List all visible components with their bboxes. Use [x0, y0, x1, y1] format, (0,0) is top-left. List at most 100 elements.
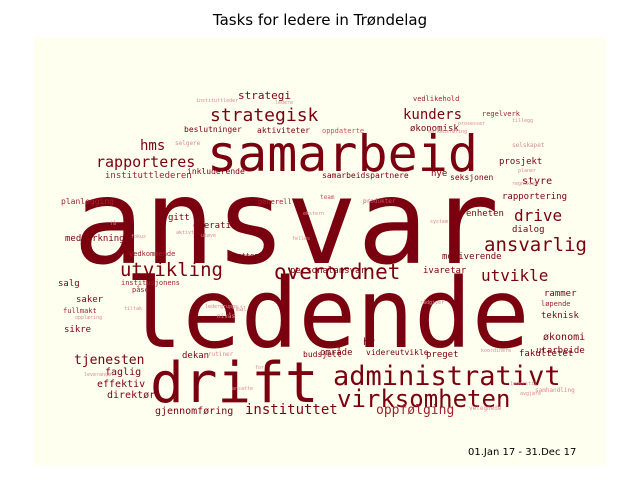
cloud-word-42: utarbeide — [536, 346, 585, 356]
cloud-word-96: instituttleder — [196, 98, 238, 104]
cloud-word-38: direktør — [107, 390, 155, 401]
cloud-word-43: rammer — [544, 289, 577, 299]
cloud-word-28: samarbeidspartnere — [322, 171, 409, 180]
cloud-word-98: selgere — [175, 140, 201, 147]
cloud-word-80: fokus — [131, 234, 146, 240]
cloud-word-74: team — [320, 194, 335, 201]
cloud-word-0: ansvar — [73, 153, 499, 291]
cloud-word-75: ekstern — [303, 211, 324, 217]
cloud-word-73: produkter — [363, 198, 396, 205]
cloud-word-76: system — [430, 219, 448, 225]
cloud-word-1: ledende — [125, 258, 530, 370]
cloud-word-13: hms — [140, 138, 165, 154]
cloud-word-66: regelverk — [482, 110, 521, 118]
cloud-word-46: dekan — [182, 351, 209, 361]
cloud-word-82: mål — [236, 306, 247, 313]
cloud-word-9: ansvarlig — [484, 234, 587, 256]
cloud-word-65: vedlikehold — [413, 95, 459, 103]
cloud-word-64: påse — [132, 285, 149, 294]
cloud-word-67: tillegg — [512, 118, 533, 124]
cloud-word-68: prosesser — [458, 121, 485, 127]
cloud-word-44: løpende — [541, 300, 571, 308]
cloud-word-94: for — [255, 365, 264, 371]
cloud-word-15: instituttet — [245, 402, 338, 418]
cloud-word-45: fakultetet — [519, 349, 573, 359]
cloud-word-88: koordinere — [481, 348, 511, 354]
cloud-word-69: markedsføring — [428, 129, 467, 135]
cloud-word-31: inkluderende — [187, 167, 245, 176]
cloud-word-63: institusjonens — [121, 279, 180, 287]
cloud-word-78: aktivt — [176, 230, 194, 236]
cloud-word-60: sikre — [64, 325, 91, 335]
cloud-word-77: felles — [292, 236, 310, 242]
cloud-word-79: utøve — [201, 233, 216, 239]
cloud-word-84: tiltak — [124, 306, 142, 312]
cloud-word-34: aktiviteter — [257, 126, 310, 135]
cloud-word-26: ivaretar — [423, 266, 467, 276]
cloud-word-72: regnskap — [512, 181, 536, 187]
cloud-word-33: beslutninger — [184, 125, 242, 134]
cloud-word-5: virksomheten — [337, 385, 510, 413]
cloud-word-85: rutiner — [208, 351, 234, 358]
chart-title: Tasks for ledere in Trøndelag — [212, 11, 428, 29]
cloud-word-39: faglig — [105, 367, 141, 378]
cloud-word-54: operativ — [193, 221, 236, 231]
cloud-word-21: styre — [522, 176, 552, 187]
date-range-label: 01.Jan 17 - 31.Dec 17 — [468, 447, 577, 458]
cloud-word-10: utvikle — [481, 266, 548, 285]
cloud-word-36: gjennomføring — [155, 406, 233, 417]
cloud-word-41: teknisk — [541, 311, 580, 321]
cloud-word-59: fullmakt — [63, 307, 97, 315]
cloud-word-17: tjenesten — [74, 353, 144, 368]
cloud-word-56: medvirkning — [65, 234, 125, 244]
cloud-word-7: utvikling — [120, 259, 223, 281]
cloud-word-22: rapportering — [502, 192, 567, 202]
cloud-word-55: generell — [258, 198, 292, 206]
cloud-word-97: ledere — [275, 100, 293, 106]
cloud-word-11: drive — [514, 206, 562, 225]
cloud-word-32: instituttlederen — [105, 171, 192, 181]
cloud-word-57: salg — [58, 279, 80, 289]
cloud-word-90: avgjøre — [520, 391, 541, 397]
cloud-word-24: dialog — [512, 225, 545, 235]
cloud-word-93: ansatte — [232, 386, 253, 392]
cloud-word-16: oppfølging — [376, 403, 454, 418]
cloud-word-52: planlegging — [61, 197, 114, 206]
cloud-word-25: motiverende — [442, 252, 502, 262]
cloud-word-18: strategi — [238, 89, 291, 102]
word-cloud-background — [34, 37, 606, 465]
cloud-word-29: nye — [431, 169, 447, 179]
cloud-word-86: leverandør — [84, 372, 114, 378]
cloud-word-99: få — [110, 220, 116, 227]
cloud-word-92: samhandling — [535, 387, 575, 394]
cloud-word-19: økonomisk — [410, 124, 459, 134]
cloud-word-95: ledergruppe — [205, 304, 238, 310]
cloud-word-81: rådgiver — [420, 299, 444, 306]
cloud-word-4: administrativt — [333, 361, 561, 392]
cloud-word-53: gitt — [168, 213, 190, 223]
cloud-word-14: kunders — [403, 107, 462, 123]
cloud-word-83: nivås — [217, 313, 235, 320]
cloud-word-37: effektiv — [97, 379, 145, 390]
cloud-word-30: seksjonen — [450, 173, 494, 182]
cloud-word-61: støttende — [229, 252, 267, 260]
cloud-word-49: videreutvikle — [366, 348, 429, 357]
cloud-word-47: budsjett — [303, 350, 342, 359]
cloud-word-70: selskapet — [512, 142, 545, 149]
cloud-word-87: opplæring — [75, 315, 102, 321]
cloud-word-12: rapporteres — [96, 153, 195, 171]
cloud-word-62: vedkommende — [129, 250, 175, 258]
cloud-word-8: strategisk — [210, 105, 319, 126]
cloud-word-91: velegnede — [469, 405, 502, 412]
cloud-word-71: planer — [518, 168, 536, 174]
cloud-word-23: enheten — [466, 209, 504, 219]
cloud-word-6: overordnet — [274, 260, 400, 284]
cloud-word-51: hr — [363, 337, 375, 348]
cloud-word-27: personalansvar — [290, 266, 366, 276]
cloud-word-20: prosjekt — [499, 157, 542, 167]
cloud-word-40: økonomi — [543, 332, 585, 343]
cloud-word-2: samarbeid — [207, 125, 478, 183]
cloud-word-58: saker — [76, 295, 104, 305]
cloud-word-50: preget — [426, 350, 459, 360]
